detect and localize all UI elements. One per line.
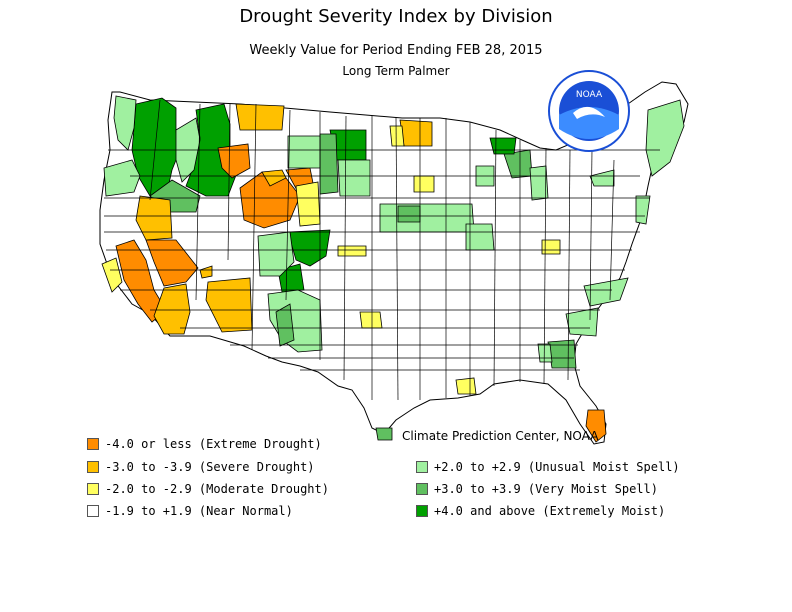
division-wy-severe (261, 169, 287, 187)
division-mt-severe (235, 103, 285, 131)
legend-swatch (87, 505, 99, 517)
division-wa-or-extremely-moist (131, 97, 181, 197)
division-nd-very-moist (319, 133, 339, 195)
division-oh-moderate (541, 239, 561, 255)
division-nc-moist (583, 277, 629, 307)
division-ca-severe-small (199, 265, 213, 279)
division-ga-moist (537, 343, 553, 363)
division-nj-moist (635, 195, 651, 225)
division-nm-very-moist (275, 303, 295, 347)
division-ia-moderate (413, 175, 435, 193)
legend-label: -1.9 to +1.9 (Near Normal) (105, 504, 293, 518)
legend-item-extremely-moist: +4.0 and above (Extremely Moist) (416, 504, 665, 518)
division-co-extremely-moist (287, 229, 331, 267)
legend-label: +2.0 to +2.9 (Unusual Moist Spell) (434, 460, 680, 474)
noaa-seal-icon: NOAA (548, 70, 630, 152)
division-ok-moderate (359, 311, 383, 329)
division-fills (101, 95, 685, 443)
map-title: Drought Severity Index by Division (239, 6, 553, 27)
division-mt-moist (287, 135, 321, 169)
legend-item-unusual-moist: +2.0 to +2.9 (Unusual Moist Spell) (416, 460, 680, 474)
legend-item-severe-drought: -3.0 to -3.9 (Severe Drought) (87, 460, 315, 474)
legend-label: -4.0 or less (Extreme Drought) (105, 437, 322, 451)
map-subtitle: Weekly Value for Period Ending FEB 28, 2… (249, 43, 543, 58)
credit-text: Climate Prediction Center, NOAA (402, 429, 599, 443)
division-ne-us-moist (645, 99, 685, 177)
legend-swatch (416, 483, 428, 495)
legend-item-extreme-drought: -4.0 or less (Extreme Drought) (87, 437, 322, 451)
legend-label: +3.0 to +3.9 (Very Moist Spell) (434, 482, 658, 496)
division-nd-moist (337, 159, 371, 197)
division-mn-moderate (389, 125, 405, 147)
division-wy-moderate (295, 181, 321, 227)
legend-swatch (416, 505, 428, 517)
division-id-extreme (217, 143, 251, 179)
legend-swatch (87, 461, 99, 473)
legend-label: -3.0 to -3.9 (Severe Drought) (105, 460, 315, 474)
legend-item-moderate-drought: -2.0 to -2.9 (Moderate Drought) (87, 482, 329, 496)
division-ks-moderate (337, 245, 367, 257)
legend-swatch (416, 461, 428, 473)
division-ca-severe (153, 283, 191, 335)
legend-item-very-moist: +3.0 to +3.9 (Very Moist Spell) (416, 482, 658, 496)
legend-label: +4.0 and above (Extremely Moist) (434, 504, 666, 518)
division-ny-moist (589, 169, 615, 187)
division-ca-moderate (101, 257, 123, 293)
legend-item-near-normal: -1.9 to +1.9 (Near Normal) (87, 504, 293, 518)
division-nv-severe-2 (205, 277, 253, 333)
legend-swatch (87, 438, 99, 450)
division-mi-extremely-moist (489, 137, 517, 155)
legend-swatch (87, 483, 99, 495)
division-tx-moist (375, 427, 393, 441)
division-boundaries (104, 99, 660, 401)
division-mn-severe (399, 119, 433, 147)
noaa-logo-text: NOAA (576, 90, 603, 100)
legend-label: -2.0 to -2.9 (Moderate Drought) (105, 482, 329, 496)
division-ne-moist (379, 203, 475, 233)
division-ca-extreme-2 (145, 239, 199, 287)
division-ga-very-moist (547, 339, 577, 369)
division-la-moderate (455, 377, 477, 395)
map-index-type: Long Term Palmer (342, 64, 450, 78)
division-ne-very-moist (397, 205, 421, 223)
division-fl-extreme (585, 409, 607, 443)
division-or-moist (103, 159, 141, 197)
